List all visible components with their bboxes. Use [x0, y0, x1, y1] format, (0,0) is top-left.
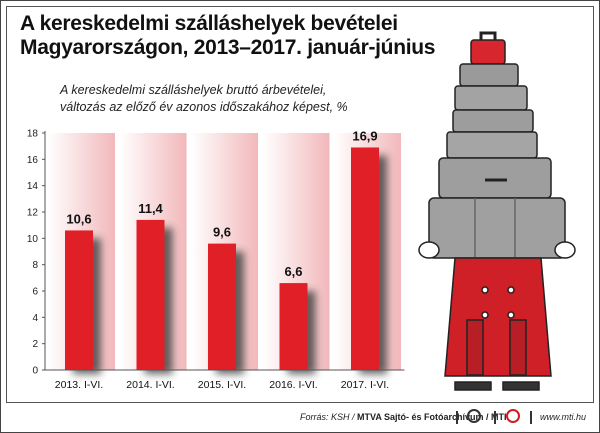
y-tick-label: 10	[27, 234, 39, 245]
suitcase-person-illustration	[418, 31, 576, 391]
source-agency: MTVA Sajtó- és Fotóarchívum / MTI	[357, 412, 507, 422]
y-tick-label: 18	[27, 129, 39, 140]
y-tick-label: 16	[27, 155, 39, 166]
data-label: 6,6	[284, 264, 302, 279]
source-credit: Forrás: KSH / MTVA Sajtó- és Fotóarchívu…	[300, 412, 507, 422]
mti-logo-icon	[506, 409, 520, 423]
x-tick-label: 2015. I-VI.	[198, 379, 246, 391]
x-tick-label: 2013. I-VI.	[55, 379, 103, 391]
title-line-2: Magyarországon, 2013–2017. január-június	[20, 36, 436, 59]
x-tick-label: 2016. I-VI.	[269, 379, 317, 391]
bar	[65, 230, 93, 370]
data-label: 10,6	[66, 211, 91, 226]
subtitle-line-2: változás az előző év azonos időszakához …	[60, 100, 348, 114]
divider	[456, 411, 458, 424]
data-label: 16,9	[352, 128, 377, 143]
mtva-logo-icon	[467, 409, 481, 423]
source-prefix: Forrás: KSH /	[300, 412, 358, 422]
footer: Forrás: KSH / MTVA Sajtó- és Fotóarchívu…	[0, 409, 600, 429]
divider	[494, 411, 496, 424]
data-label: 11,4	[138, 201, 163, 216]
website-link[interactable]: www.mti.hu	[540, 412, 587, 422]
subtitle-line-1: A kereskedelmi szálláshelyek bruttó árbe…	[60, 83, 327, 97]
y-tick-label: 14	[27, 181, 39, 192]
y-tick-label: 8	[32, 260, 38, 271]
y-tick-label: 0	[32, 366, 38, 377]
y-tick-label: 6	[32, 287, 38, 298]
divider	[530, 411, 532, 424]
chart-subtitle: A kereskedelmi szálláshelyek bruttó árbe…	[60, 82, 348, 116]
bar	[279, 283, 308, 370]
title-line-1: A kereskedelmi szálláshelyek bevételei	[20, 12, 398, 35]
red-case-icon	[470, 39, 506, 65]
y-tick-label: 12	[27, 208, 39, 219]
data-label: 9,6	[213, 225, 231, 240]
x-tick-label: 2017. I-VI.	[341, 379, 389, 391]
x-tick-label: 2014. I-VI.	[126, 379, 174, 391]
y-tick-label: 2	[32, 339, 38, 350]
bar	[136, 219, 165, 370]
suitcase-icon	[459, 63, 519, 87]
y-tick-label: 4	[32, 313, 38, 324]
chart-title: A kereskedelmi szálláshelyek bevételei M…	[20, 12, 435, 60]
bar	[208, 243, 236, 370]
bar	[351, 147, 379, 370]
